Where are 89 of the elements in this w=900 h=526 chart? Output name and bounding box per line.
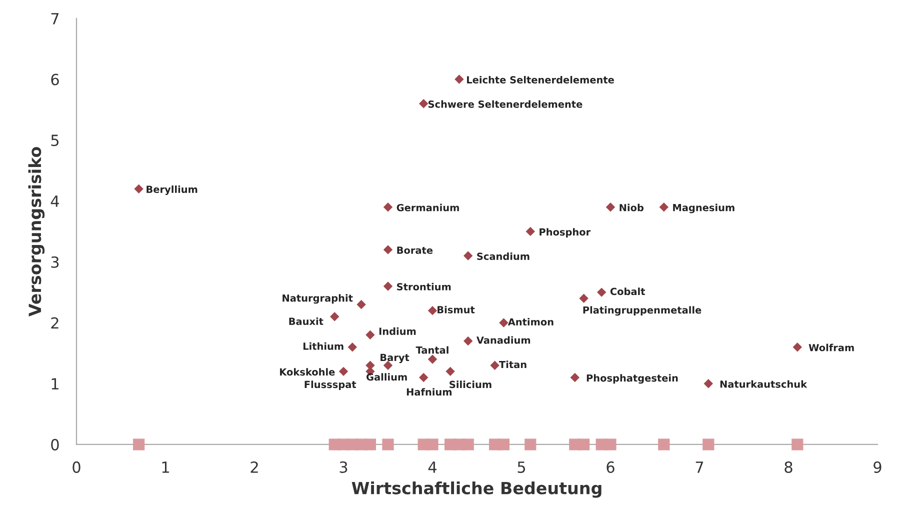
annotation: Hafnium	[406, 388, 452, 396]
point	[570, 372, 580, 382]
x-tick-label: 7	[696, 462, 704, 473]
x-tick-label: 5	[518, 462, 526, 473]
annotation: Naturgraphit	[282, 294, 353, 304]
point	[526, 226, 536, 236]
annotation: Platingruppenmetalle	[583, 306, 702, 316]
point	[383, 202, 393, 212]
annotation: Flussspat	[304, 380, 356, 390]
annotation: Naturkautschuk	[720, 380, 808, 388]
point	[702, 438, 714, 450]
point	[606, 202, 616, 212]
point	[792, 438, 804, 450]
point	[383, 282, 393, 291]
point	[499, 318, 508, 328]
annotation: Cobalt	[610, 288, 646, 296]
x-tick-label: 0	[72, 461, 80, 473]
x-tick-label: 1	[162, 462, 169, 473]
y-axis-title: Versorgungsrisiko	[28, 147, 45, 316]
annotation: Kokskohle	[280, 368, 335, 376]
annotation: Leichte Seltenerdelemente	[467, 76, 614, 84]
point	[604, 438, 616, 450]
annotation: Silicium	[450, 380, 492, 388]
annotation: Borate	[397, 246, 433, 254]
point	[134, 184, 144, 194]
annotation: Niob	[620, 204, 644, 212]
annotation: Gallium	[366, 373, 407, 381]
point	[704, 379, 714, 388]
point	[330, 312, 340, 322]
y-tick-label: 5	[51, 134, 58, 146]
point	[454, 74, 464, 84]
annotation: Titan	[499, 360, 526, 368]
point	[446, 366, 455, 376]
annotation: Magnesium	[673, 204, 734, 214]
y-tick-label: 0	[51, 438, 59, 450]
annotation: Phosphor	[540, 228, 591, 238]
x-tick-label: 2	[250, 461, 258, 473]
annotation: Indium	[379, 327, 416, 335]
annotation: Antimon	[508, 318, 554, 326]
y-tick-label: 4	[50, 196, 59, 207]
x-tick-label: 4	[428, 462, 437, 473]
annotation: Lithium	[303, 342, 344, 350]
x-tick-label: 8	[784, 461, 792, 473]
point	[428, 354, 438, 364]
annotation: Schwere Seltenerdelemente	[428, 100, 582, 108]
annotation: Wolfram	[808, 344, 854, 352]
annotation: Bismut	[438, 306, 475, 314]
point	[490, 360, 500, 370]
point	[382, 438, 394, 450]
y-tick-label: 1	[52, 378, 58, 390]
point	[366, 330, 375, 340]
x-tick-label: 6	[606, 461, 614, 473]
point	[426, 438, 438, 450]
annotation: Germanium	[396, 204, 459, 212]
point	[658, 438, 670, 450]
point	[132, 438, 145, 450]
point	[792, 342, 802, 352]
point	[463, 336, 473, 346]
y-tick-label: 6	[51, 74, 59, 86]
point	[578, 438, 590, 450]
y-tick-label: 2	[51, 317, 58, 329]
annotation: Tantal	[416, 346, 448, 354]
annotation: Bauxit	[289, 318, 324, 326]
x-axis-title: Wirtschaftliche Bedeutung	[352, 481, 602, 498]
annotation: Scandium	[477, 252, 530, 260]
point	[364, 438, 376, 450]
annotation: Strontium	[397, 282, 451, 290]
point	[338, 366, 348, 376]
point	[498, 438, 510, 450]
point	[418, 372, 428, 382]
point	[579, 294, 588, 303]
point	[418, 99, 428, 108]
annotation: Beryllium	[146, 185, 198, 195]
x-tick-label: 3	[340, 461, 348, 473]
y-tick-label: 7	[51, 13, 59, 24]
point	[524, 438, 536, 450]
point	[659, 202, 669, 212]
point	[348, 342, 358, 352]
point	[462, 438, 474, 450]
point	[356, 300, 366, 310]
point	[428, 306, 438, 316]
point	[596, 288, 606, 297]
point	[383, 245, 393, 254]
annotation: Baryt	[380, 354, 410, 364]
x-tick-label: 9	[874, 461, 882, 473]
y-tick-label: 3	[51, 256, 59, 268]
point	[463, 251, 473, 260]
annotation: Phosphatgestein	[586, 374, 678, 384]
annotation: Vanadium	[476, 336, 530, 344]
